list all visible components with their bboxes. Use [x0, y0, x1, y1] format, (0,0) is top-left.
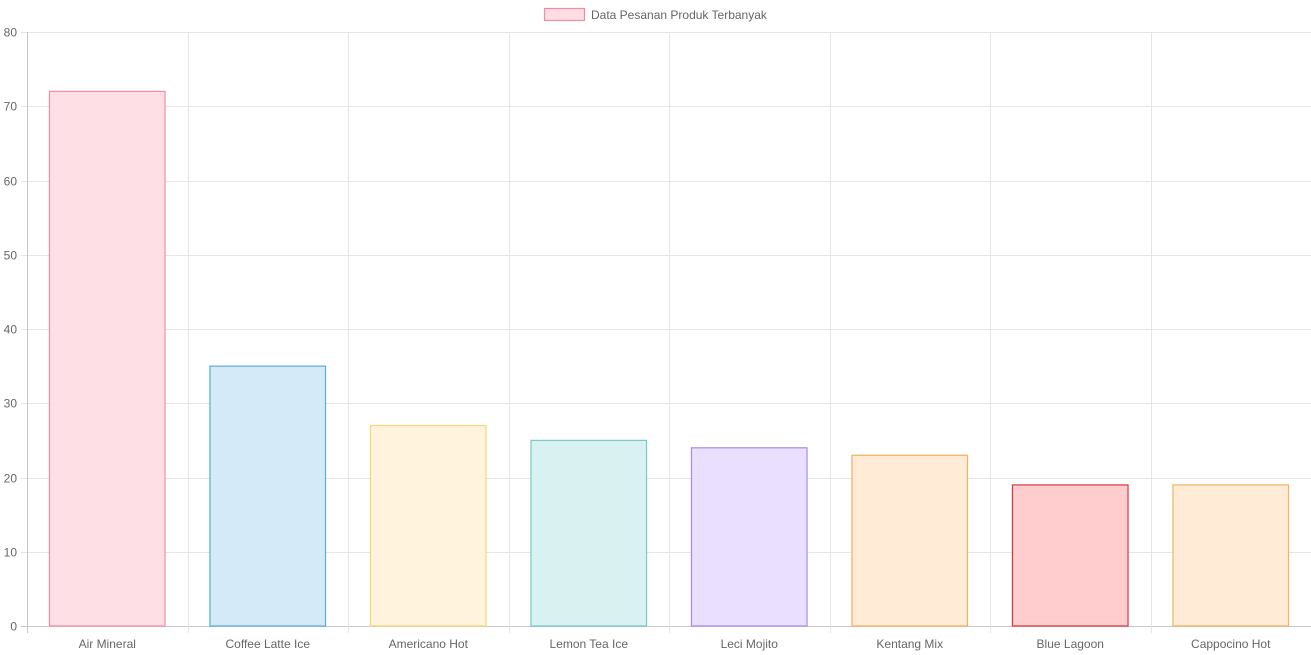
bar: [369, 424, 487, 627]
y-tick-label: 70: [4, 100, 18, 114]
legend[interactable]: Data Pesanan Produk Terbanyak: [543, 7, 768, 22]
bar: [530, 439, 648, 627]
axes: 0 10 20 30 40 50 60 70 80 Air Mineral Coffee Latte…: [4, 26, 1271, 652]
bar: [851, 454, 969, 627]
bar: [690, 447, 808, 627]
y-tick-label: 40: [4, 323, 18, 337]
x-tick-label: Coffee Latte Ice: [225, 637, 310, 651]
x-tick-label: Americano Hot: [389, 637, 469, 651]
bar: [1011, 484, 1129, 627]
y-tick-label: 60: [4, 175, 18, 189]
x-tick-label: Lemon Tea Ice: [550, 637, 629, 651]
legend-swatch[interactable]: [543, 7, 586, 22]
y-tick-label: 0: [10, 620, 17, 634]
x-tick-label: Cappocino Hot: [1191, 637, 1271, 651]
y-tick-label: 20: [4, 472, 18, 486]
bar: [209, 365, 327, 627]
x-tick-label: Air Mineral: [79, 637, 136, 651]
x-tick-label: Kentang Mix: [876, 637, 943, 651]
bar: [1172, 484, 1290, 627]
y-tick-label: 50: [4, 249, 18, 263]
y-tick-label: 30: [4, 397, 18, 411]
x-tick-label: Blue Lagoon: [1037, 637, 1104, 651]
x-tick-label: Leci Mojito: [721, 637, 779, 651]
bar: [48, 90, 166, 627]
y-tick-label: 10: [4, 546, 18, 560]
y-tick-label: 80: [4, 26, 18, 40]
legend-label[interactable]: Data Pesanan Produk Terbanyak: [591, 8, 768, 22]
bars: [48, 90, 1290, 627]
